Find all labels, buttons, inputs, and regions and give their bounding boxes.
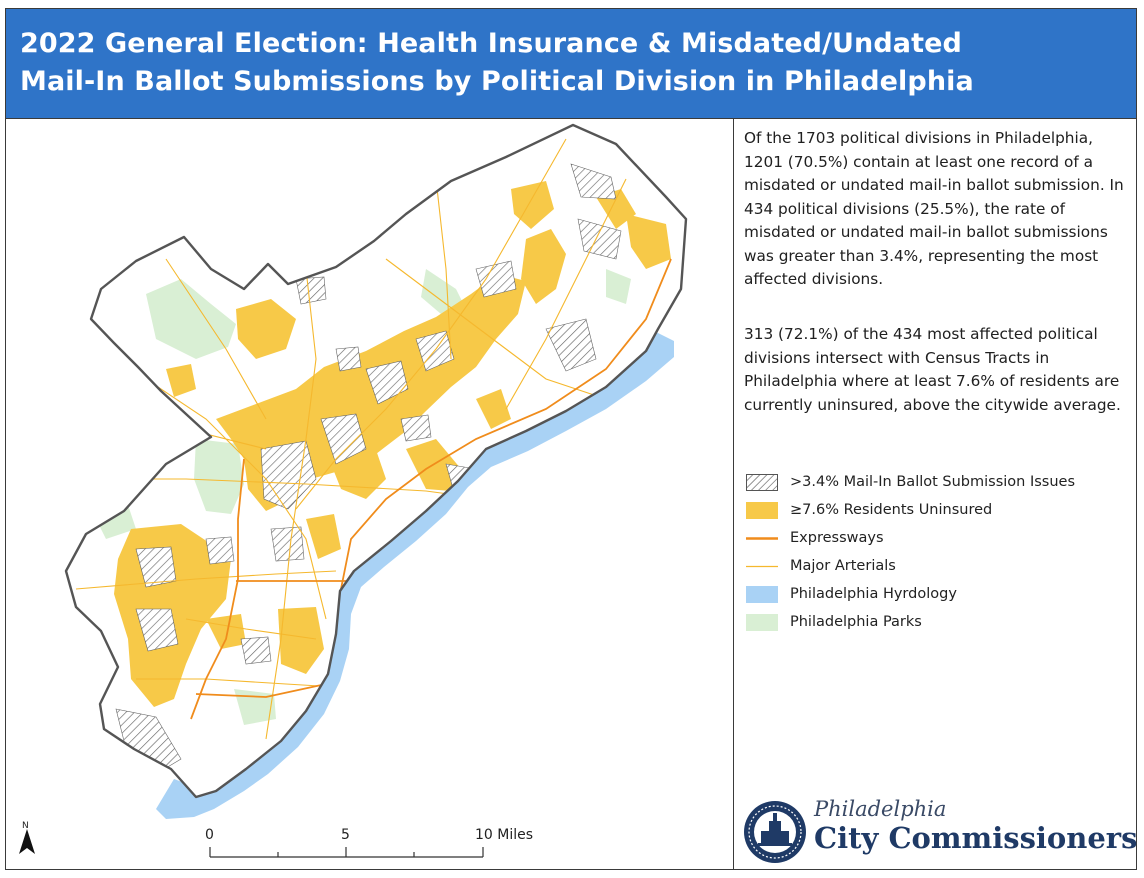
description-paragraph-1: Of the 1703 political divisions in Phila… bbox=[744, 129, 1124, 288]
description-paragraph-2: 313 (72.1%) of the 434 most affected pol… bbox=[744, 325, 1121, 414]
brand-line-2: City Commissioners bbox=[814, 821, 1138, 855]
map-panel: N 0 5 10 Miles bbox=[6, 119, 733, 869]
commissioners-logo: Philadelphia City Commissioners bbox=[742, 791, 1137, 871]
hydrology-swatch-icon bbox=[746, 586, 778, 603]
hatch-swatch-icon bbox=[746, 474, 778, 491]
legend-label-expressways: Expressways bbox=[790, 530, 884, 546]
brand-line-1: Philadelphia bbox=[814, 797, 947, 821]
city-area bbox=[66, 125, 686, 797]
map-frame: 2022 General Election: Health Insurance … bbox=[5, 8, 1137, 870]
parks-swatch-icon bbox=[746, 614, 778, 631]
arterial-swatch-icon bbox=[746, 565, 778, 568]
title-banner: 2022 General Election: Health Insurance … bbox=[6, 9, 1136, 119]
north-arrow-icon bbox=[19, 829, 35, 854]
legend-label-hydrology: Philadelphia Hyrdology bbox=[790, 586, 957, 602]
legend-label-uninsured: ≥7.6% Residents Uninsured bbox=[790, 502, 993, 518]
scale-label-0: 0 bbox=[205, 827, 214, 843]
city-boundary bbox=[64, 123, 688, 799]
legend-label-ballot-issues: >3.4% Mail-In Ballot Submission Issues bbox=[790, 474, 1076, 490]
north-arrow-label: N bbox=[22, 821, 29, 831]
philadelphia-map bbox=[19, 123, 688, 858]
legend-label-parks: Philadelphia Parks bbox=[790, 614, 922, 630]
scale-bar bbox=[209, 847, 484, 858]
expressway-swatch-icon bbox=[746, 537, 778, 540]
city-hall-seal-icon bbox=[744, 801, 806, 863]
info-panel: Of the 1703 political divisions in Phila… bbox=[733, 119, 1137, 871]
delaware-river bbox=[156, 331, 674, 819]
title-line-1: 2022 General Election: Health Insurance … bbox=[20, 28, 962, 59]
scale-label-5: 5 bbox=[341, 827, 350, 843]
uninsured-swatch-icon bbox=[746, 502, 778, 519]
legend-label-arterials: Major Arterials bbox=[790, 558, 896, 574]
scale-label-10: 10 Miles bbox=[475, 827, 534, 843]
title-line-2: Mail-In Ballot Submissions by Political … bbox=[20, 66, 974, 97]
